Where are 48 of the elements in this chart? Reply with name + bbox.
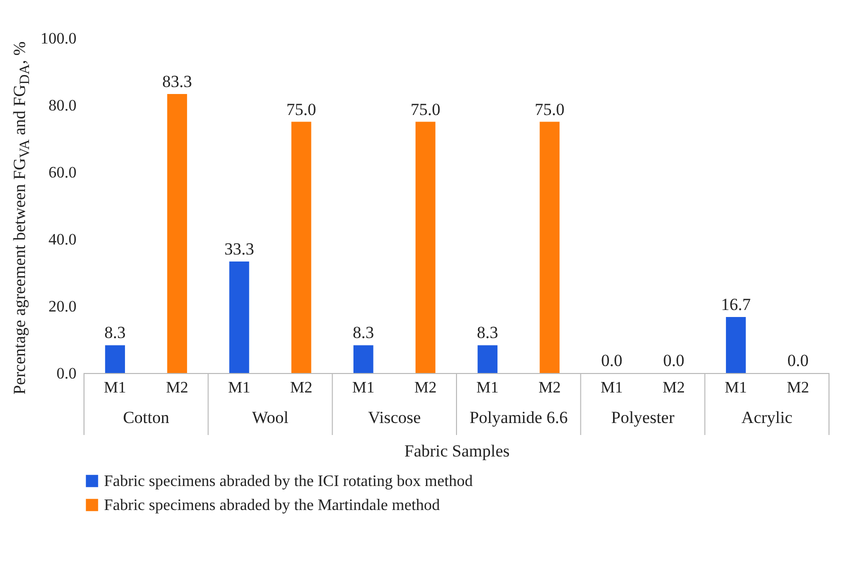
x-tick-label: M2 (786, 380, 810, 396)
data-label: 0.0 (787, 351, 809, 370)
x-tick-label: M2 (166, 380, 188, 396)
x-tick-label: M1 (352, 380, 374, 396)
data-label: 0.0 (663, 351, 684, 370)
y-tick-label: 40.0 (48, 232, 76, 248)
text: Polyester (611, 408, 675, 427)
x-tick-label: M1 (104, 380, 126, 396)
x-tick-label: M1 (228, 380, 250, 396)
x-tick-label: M2 (290, 380, 312, 396)
bar (229, 261, 250, 373)
data-label: 83.3 (162, 72, 192, 91)
text: Wool (252, 408, 289, 427)
text: Cotton (122, 408, 170, 427)
legend-label: Fabric specimens abraded by the ICI rotating box method (104, 473, 473, 490)
y-tick-label: 0.0 (56, 366, 76, 382)
data-label: 16.7 (721, 295, 752, 314)
bar (416, 122, 436, 373)
legend-label: Fabric specimens abraded by the Martindale method (104, 497, 440, 514)
data-label: 8.3 (104, 323, 126, 342)
data-label: 75.0 (410, 100, 440, 119)
bar (291, 122, 312, 373)
data-label: 75.0 (534, 100, 564, 119)
bar (105, 345, 125, 373)
bar (353, 345, 374, 373)
data-label: 33.3 (224, 239, 254, 258)
x-axis-title: Fabric Samples (404, 442, 510, 460)
text: Polyamide 6.6 (469, 408, 568, 427)
bar (167, 94, 188, 373)
bar (540, 122, 560, 373)
y-tick-label: 100.0 (40, 30, 76, 48)
data-label: 8.3 (476, 323, 498, 342)
text: Acrylic (741, 408, 793, 427)
bar (478, 345, 498, 373)
x-tick-label: M2 (538, 380, 561, 396)
x-tick-label: M2 (414, 380, 437, 396)
x-tick-label: M2 (662, 380, 685, 396)
data-label: 0.0 (601, 351, 622, 370)
x-tick-label: M1 (724, 380, 747, 396)
y-tick-label: 60.0 (48, 164, 76, 182)
data-label: 75.0 (286, 100, 316, 119)
y-tick-label: 80.0 (48, 98, 76, 114)
x-tick-label: M1 (476, 380, 499, 396)
text: Viscose (368, 408, 421, 427)
bar (726, 317, 746, 373)
data-label: 8.3 (352, 323, 374, 342)
y-tick-label: 20.0 (48, 298, 76, 316)
x-tick-label: M1 (600, 380, 623, 396)
